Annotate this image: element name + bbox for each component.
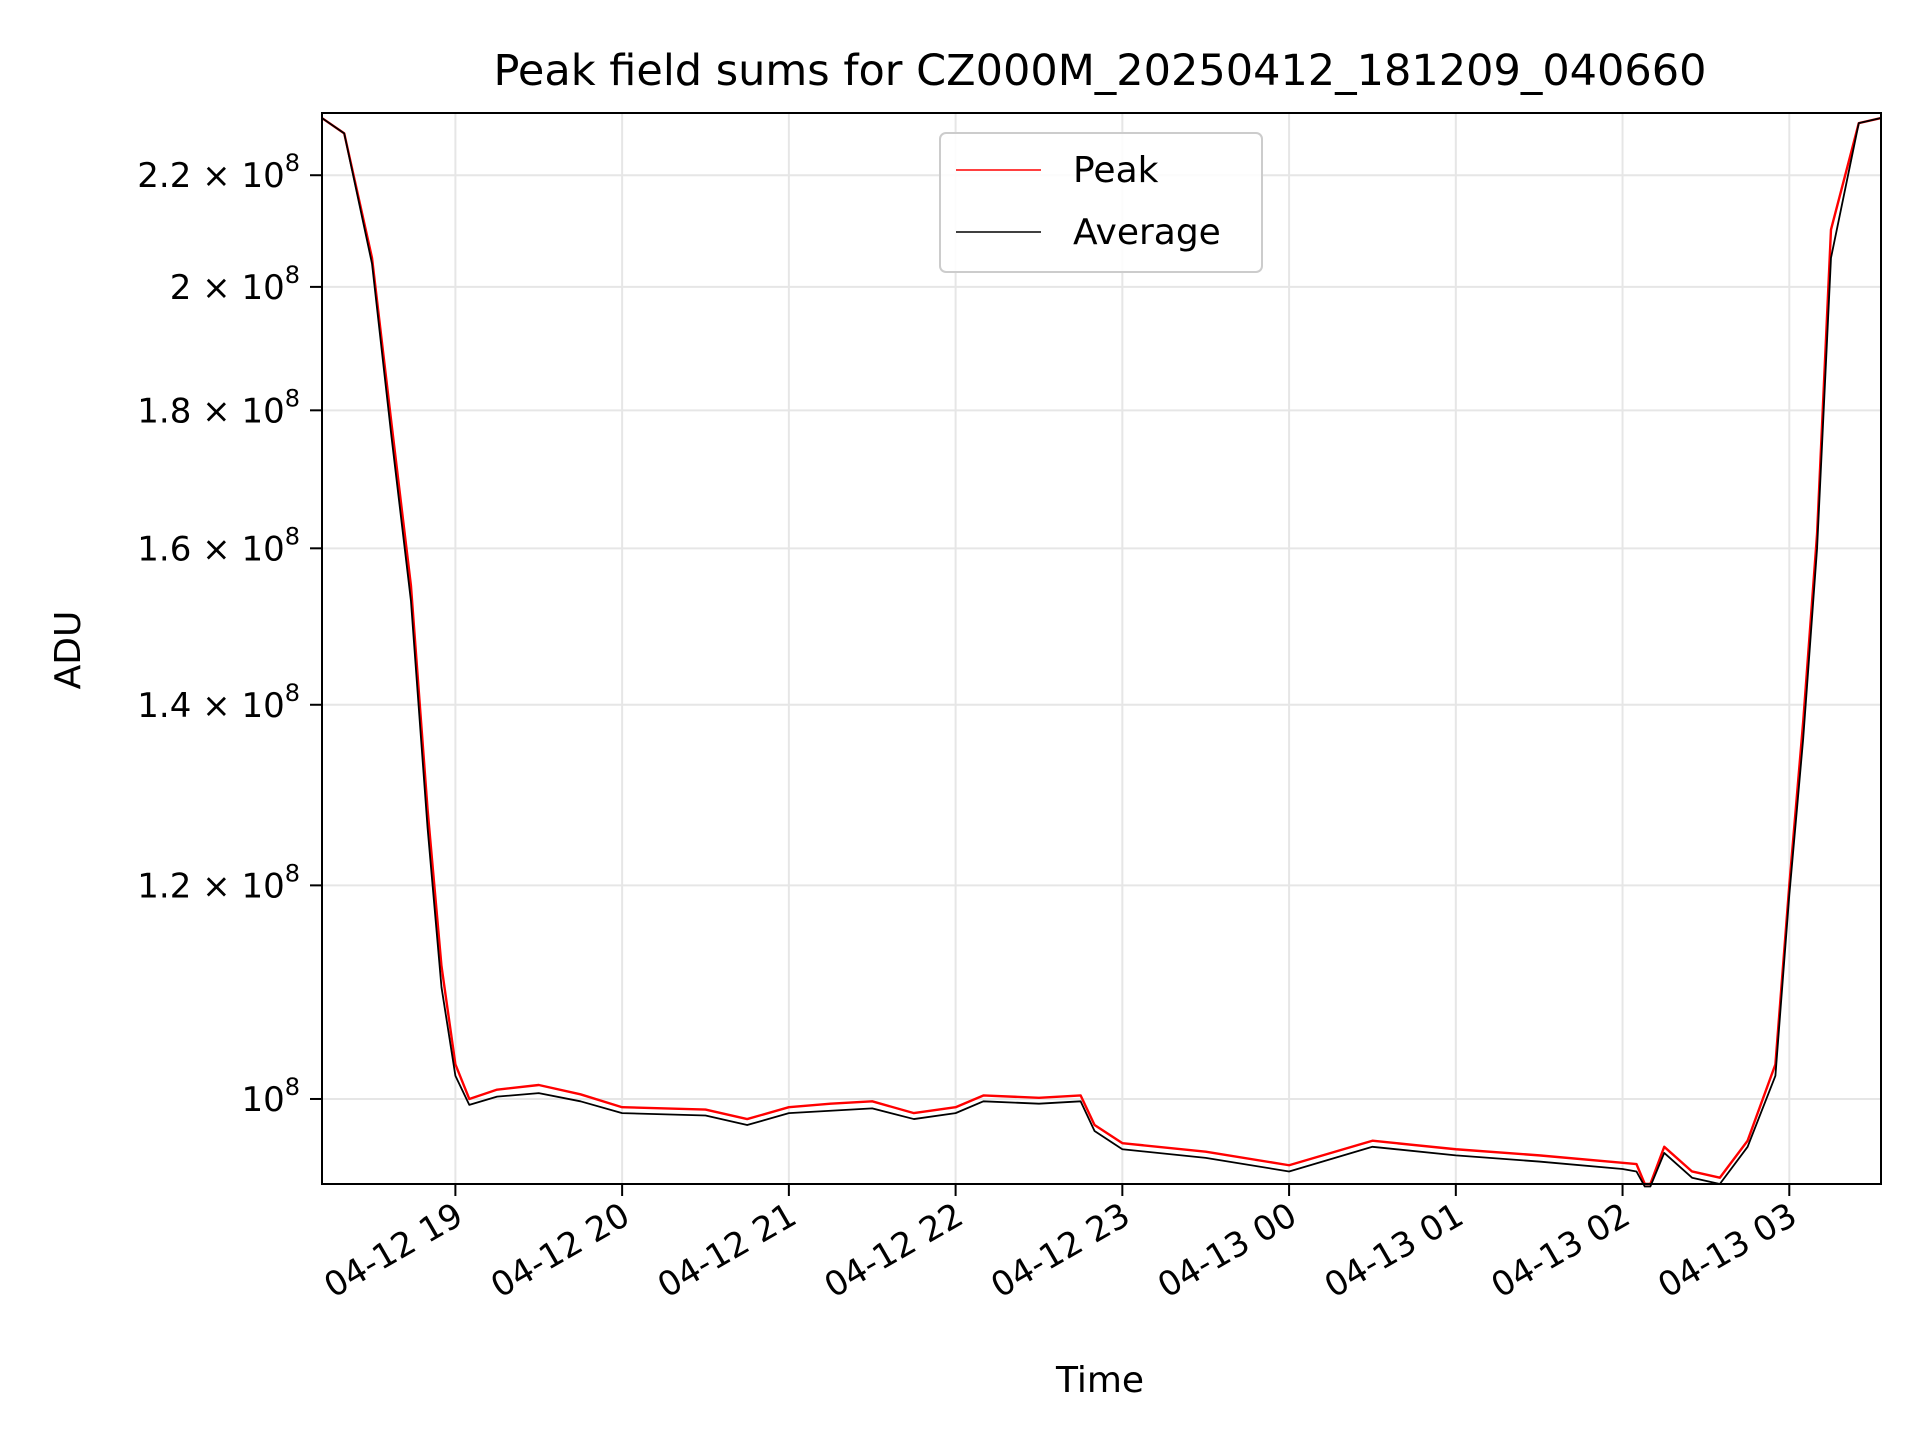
y-tick-label: 1.4 × 108 [137, 679, 300, 726]
tick-layer [310, 174, 1791, 1196]
y-tick-labels: 108 1.2 × 108 1.4 × 108 1.6 × 108 1.8 × 108 2… [137, 149, 300, 1120]
plot-frame [321, 112, 1882, 1185]
y-tick-label: 2.2 × 108 [137, 149, 300, 196]
legend-average-label: Average [1073, 212, 1221, 253]
grid-layer [322, 113, 1881, 1184]
legend: Peak Average [939, 132, 1263, 273]
series-layer [321, 116, 1882, 1188]
series-line-peak [321, 116, 1882, 1186]
y-axis-label: ADU [48, 611, 89, 690]
y-tick-label: 1.6 × 108 [137, 522, 300, 569]
legend-box [939, 132, 1263, 273]
series-line-average [321, 117, 1882, 1188]
y-tick-label: 1.2 × 108 [137, 859, 300, 906]
y-tick-label: 108 [241, 1073, 300, 1120]
legend-peak-label: Peak [1073, 150, 1159, 191]
y-tick-label: 1.8 × 108 [137, 384, 300, 431]
chart-title: Peak field sums for CZ000M_20250412_1812… [494, 46, 1707, 96]
y-tick-label: 2 × 108 [170, 261, 300, 308]
x-axis-label: Time [1055, 1360, 1144, 1401]
